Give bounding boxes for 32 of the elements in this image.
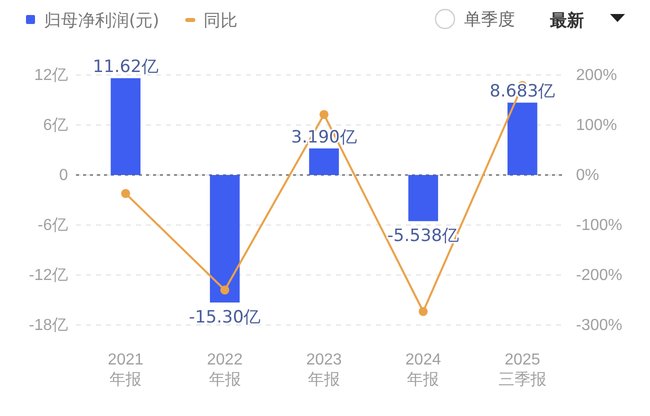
y-tick-label: -6亿 [38,217,68,234]
bar [408,175,438,222]
x-tick-label: 2022 年报 [207,351,243,388]
y-tick-label: -12亿 [28,267,68,284]
y2-tick-label: 100% [576,117,617,134]
y2-tick-label: -100% [576,217,622,234]
bar [110,78,140,175]
y2-tick-label: 0% [576,167,600,184]
y-tick-label: 6亿 [43,117,68,134]
legend-label: 归母净利润(元) [44,11,160,31]
point [220,285,230,295]
data-label: -15.30亿 [188,308,261,328]
point [319,110,329,120]
legend-label: 同比 [203,11,238,31]
point [418,306,428,316]
bar [309,148,339,175]
text: 单季度 [464,10,515,30]
x-tick-label: 2025 三季报 [498,351,546,388]
x-tick-label: 2023 年报 [306,351,342,388]
point [121,188,130,198]
y-tick-label: -18亿 [28,317,68,334]
bar [508,102,538,175]
data-label: 11.62亿 [92,57,158,78]
x-tick-label: 2021 年报 [108,351,144,388]
y2-tick-label: -300% [576,317,622,334]
y-tick-label: 0 [59,167,68,184]
x-tick-label: 2024 年报 [405,351,442,388]
text: 最新 [549,11,584,31]
y2-tick-label: 200% [576,67,617,84]
bar [210,175,240,302]
y-tick-label: 12亿 [34,67,68,84]
y2-tick-label: -200% [576,267,622,284]
